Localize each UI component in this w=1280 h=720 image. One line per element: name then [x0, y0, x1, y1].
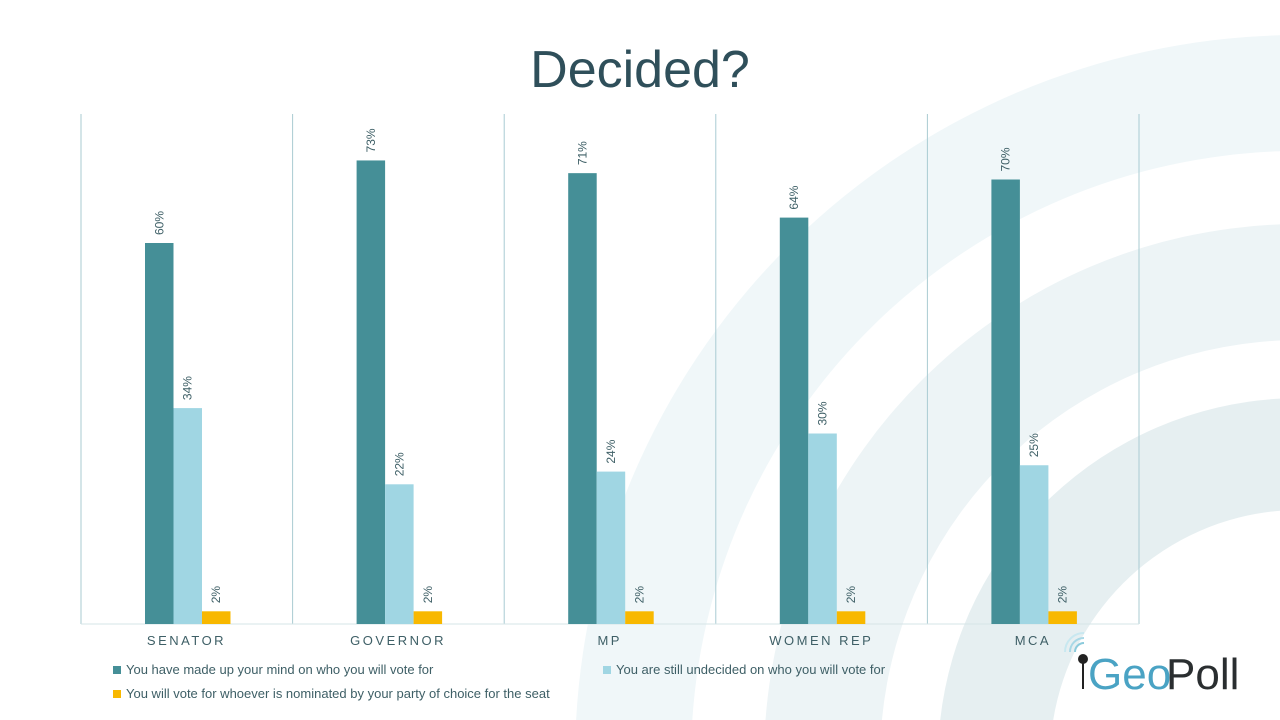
- data-label: 22%: [392, 452, 406, 476]
- category-label: MP: [597, 633, 622, 648]
- data-label: 2%: [632, 586, 646, 604]
- data-label: 73%: [364, 128, 378, 152]
- data-label: 25%: [1027, 433, 1041, 457]
- data-label: 2%: [209, 586, 223, 604]
- bar: [173, 408, 202, 624]
- legend-swatch: [603, 665, 611, 674]
- data-label: 70%: [999, 147, 1013, 171]
- data-label: 60%: [152, 211, 166, 235]
- data-label: 2%: [844, 586, 858, 604]
- bar: [779, 217, 809, 624]
- bar: [1048, 611, 1077, 624]
- bar: [568, 173, 597, 624]
- category-label: GOVERNOR: [350, 633, 447, 648]
- data-label: 2%: [421, 586, 435, 604]
- data-label: 64%: [787, 185, 801, 209]
- data-label: 34%: [181, 376, 195, 400]
- chart-title: Decided?: [530, 41, 750, 99]
- legend-item-decided: You have made up your mind on who you wi…: [113, 662, 433, 677]
- legend-label: You will vote for whoever is nominated b…: [126, 686, 550, 701]
- data-label: 71%: [575, 141, 589, 165]
- svg-text:Geo: Geo: [1088, 650, 1171, 692]
- geopoll-logo: Geo Poll: [1064, 632, 1239, 692]
- legend-label: You have made up your mind on who you wi…: [126, 662, 434, 677]
- bar: [1019, 465, 1049, 624]
- bar: [836, 611, 866, 624]
- category-label: WOMEN REP: [769, 633, 874, 648]
- legend-item-undecided: You are still undecided on who you will …: [603, 662, 885, 677]
- bar: [356, 160, 386, 624]
- legend-swatch: [113, 665, 121, 674]
- bar: [991, 179, 1020, 624]
- bar: [385, 484, 414, 624]
- data-label: 2%: [1056, 586, 1070, 604]
- bar: [625, 611, 654, 624]
- svg-text:Poll: Poll: [1166, 650, 1239, 692]
- category-label: SENATOR: [146, 633, 227, 648]
- bar: [145, 243, 174, 624]
- category-label: MCA: [1014, 633, 1052, 648]
- bar: [202, 611, 231, 624]
- data-label: 30%: [816, 401, 830, 425]
- legend-item-party: You will vote for whoever is nominated b…: [113, 686, 550, 701]
- legend-swatch: [113, 689, 121, 698]
- legend-label: You are still undecided on who you will …: [616, 662, 886, 677]
- data-label: 24%: [604, 439, 618, 463]
- bar: [413, 611, 443, 624]
- bar: [808, 433, 837, 624]
- bar: [596, 471, 626, 624]
